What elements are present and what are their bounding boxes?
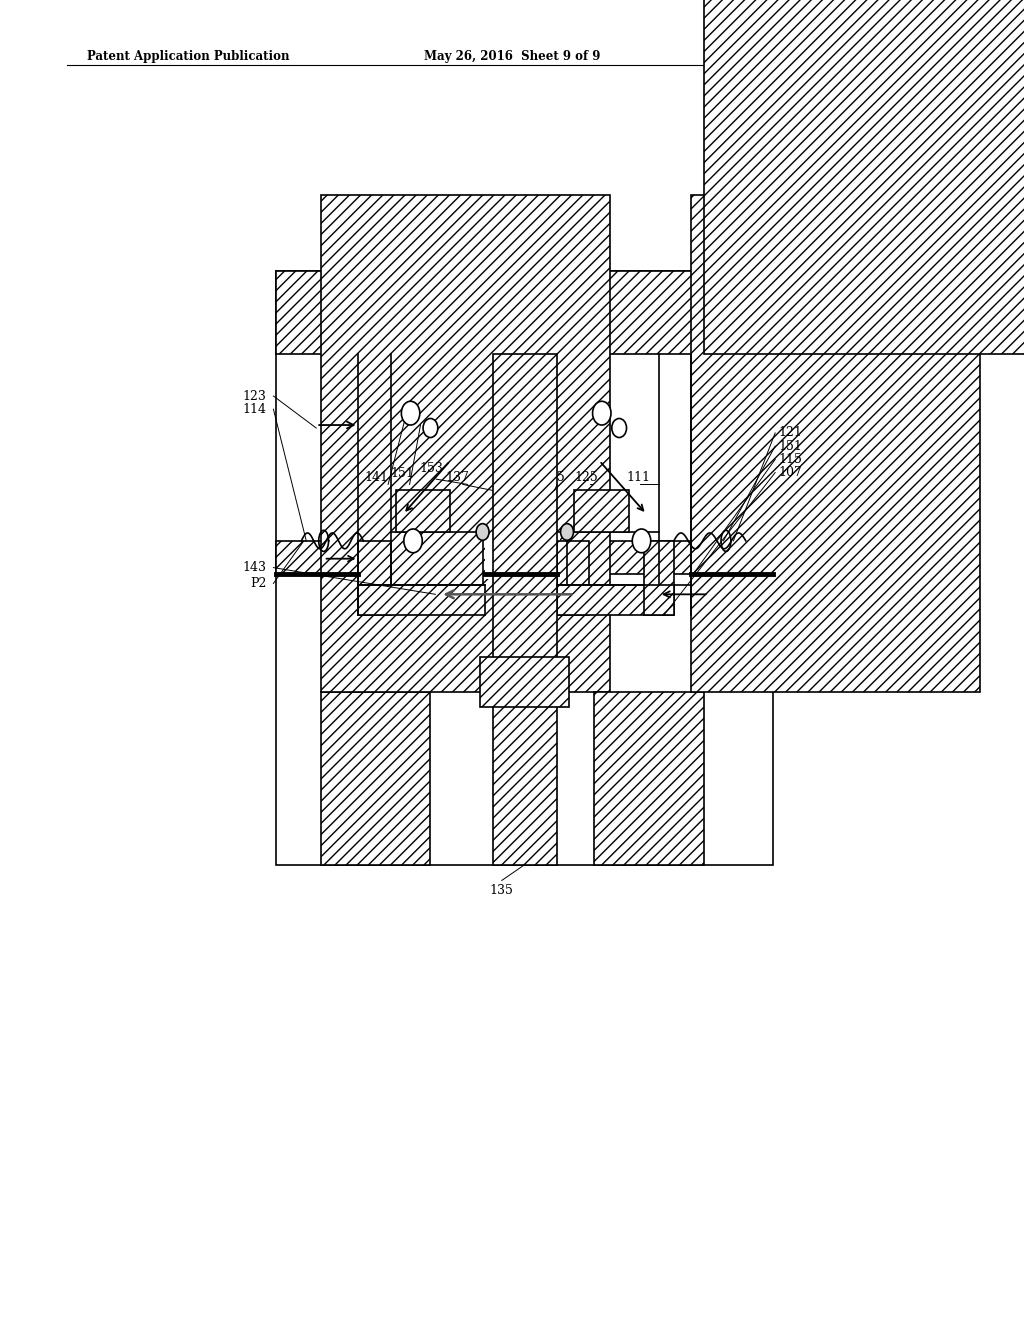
Text: 107: 107 xyxy=(778,466,802,479)
Text: 121: 121 xyxy=(778,426,802,440)
Text: 111: 111 xyxy=(626,471,650,484)
Bar xyxy=(493,354,557,865)
Text: 151: 151 xyxy=(390,467,415,480)
Bar xyxy=(485,535,559,579)
Bar xyxy=(395,490,451,532)
Bar xyxy=(276,271,773,354)
Bar xyxy=(703,0,1024,354)
Text: Patent Application Publication: Patent Application Publication xyxy=(87,50,290,63)
Text: 141: 141 xyxy=(365,471,389,484)
Bar xyxy=(644,541,674,615)
Text: P2: P2 xyxy=(250,577,266,590)
Bar xyxy=(322,692,430,865)
Circle shape xyxy=(423,418,438,437)
Bar xyxy=(691,195,980,692)
Bar xyxy=(557,586,674,615)
Text: 137: 137 xyxy=(445,471,470,484)
Text: 115: 115 xyxy=(778,453,802,466)
Circle shape xyxy=(403,529,422,553)
Bar xyxy=(276,271,773,865)
Text: 123: 123 xyxy=(243,389,266,403)
Circle shape xyxy=(593,401,611,425)
Bar xyxy=(358,586,485,615)
Bar xyxy=(557,541,590,615)
Bar xyxy=(594,692,703,865)
Bar xyxy=(276,541,773,573)
Bar xyxy=(322,195,610,692)
Text: 125: 125 xyxy=(574,471,599,484)
Circle shape xyxy=(401,401,420,425)
Text: 151: 151 xyxy=(778,440,802,453)
Circle shape xyxy=(632,529,650,553)
Bar xyxy=(480,657,569,708)
Text: FIG. 7B: FIG. 7B xyxy=(470,487,534,504)
Text: 153: 153 xyxy=(419,462,443,475)
Text: 155: 155 xyxy=(541,471,565,484)
Circle shape xyxy=(560,524,573,540)
Text: May 26, 2016  Sheet 9 of 9: May 26, 2016 Sheet 9 of 9 xyxy=(424,50,600,63)
Bar xyxy=(358,541,391,615)
Text: US 2016/0146075 A1: US 2016/0146075 A1 xyxy=(799,50,937,63)
Circle shape xyxy=(476,524,489,540)
Bar xyxy=(574,490,629,532)
Circle shape xyxy=(611,418,627,437)
Text: 114: 114 xyxy=(243,403,266,416)
Text: 143: 143 xyxy=(243,561,266,574)
Text: 135: 135 xyxy=(489,884,514,898)
